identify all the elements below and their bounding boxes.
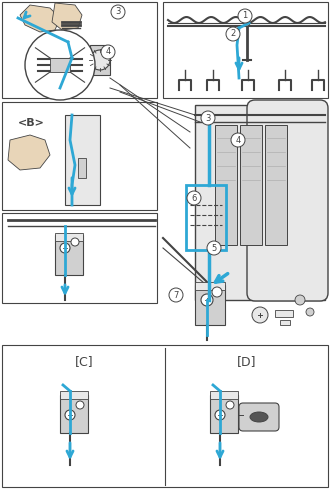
Polygon shape (8, 135, 50, 170)
Circle shape (169, 288, 183, 302)
Circle shape (187, 191, 201, 205)
Text: 4: 4 (235, 136, 241, 145)
Bar (195, 282, 225, 290)
Bar (280, 320, 290, 325)
Text: <B>: <B> (18, 118, 45, 128)
FancyBboxPatch shape (239, 403, 279, 431)
Circle shape (207, 241, 221, 255)
Circle shape (90, 50, 110, 70)
Circle shape (244, 20, 250, 26)
Circle shape (252, 307, 268, 323)
Circle shape (306, 308, 314, 316)
FancyBboxPatch shape (247, 100, 328, 301)
Circle shape (25, 30, 95, 100)
Circle shape (212, 287, 222, 297)
Circle shape (101, 45, 115, 59)
Bar (2, 345, 328, 487)
Text: 3: 3 (205, 114, 211, 122)
Polygon shape (20, 5, 60, 32)
Circle shape (201, 111, 215, 125)
Circle shape (201, 294, 213, 306)
Bar (265, 125, 287, 245)
Text: 1: 1 (242, 11, 248, 21)
Text: [C]: [C] (75, 355, 93, 368)
Circle shape (295, 295, 305, 305)
Text: 5: 5 (212, 244, 216, 252)
Circle shape (226, 27, 240, 41)
Bar (195, 105, 325, 300)
Bar (2, 102, 157, 210)
Bar (215, 125, 237, 245)
Text: 4: 4 (105, 48, 111, 56)
Circle shape (111, 5, 125, 19)
Bar (240, 125, 262, 245)
Bar (2, 2, 157, 98)
Text: [D]: [D] (237, 355, 257, 368)
Bar (195, 285, 225, 325)
Bar (60, 391, 88, 399)
Bar (55, 235, 83, 275)
Polygon shape (52, 3, 82, 30)
Bar (210, 395, 238, 433)
Bar (65, 115, 100, 205)
Circle shape (65, 410, 75, 420)
Bar (50, 58, 70, 72)
Bar (163, 2, 328, 98)
Circle shape (226, 401, 234, 409)
Ellipse shape (250, 412, 268, 422)
Bar (275, 310, 293, 317)
Circle shape (71, 238, 79, 246)
Bar (186, 185, 226, 250)
Circle shape (76, 401, 84, 409)
Bar (78, 158, 86, 178)
Circle shape (60, 243, 70, 253)
Circle shape (231, 133, 245, 147)
Circle shape (238, 9, 252, 23)
Text: 3: 3 (115, 7, 121, 17)
Bar (60, 395, 88, 433)
Circle shape (215, 410, 225, 420)
Text: 7: 7 (173, 291, 179, 299)
Text: 2: 2 (230, 29, 236, 39)
Bar (210, 391, 238, 399)
Text: 6: 6 (191, 194, 197, 202)
Bar (90, 45, 110, 75)
Bar (55, 233, 83, 241)
Bar (163, 102, 328, 340)
Bar (2, 213, 157, 303)
